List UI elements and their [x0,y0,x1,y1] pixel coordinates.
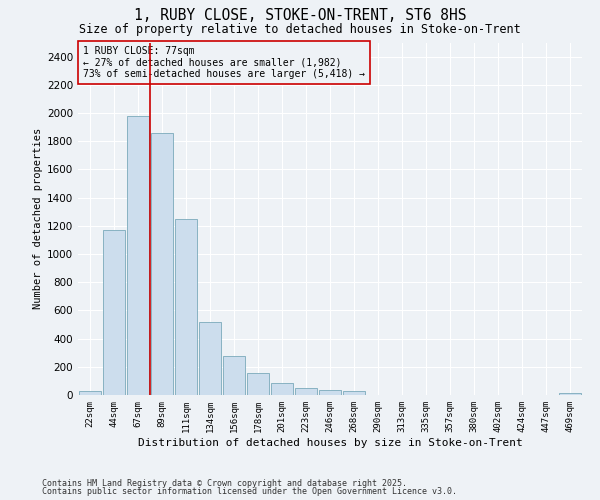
Y-axis label: Number of detached properties: Number of detached properties [33,128,43,310]
Bar [79,392,101,395]
Bar [223,356,245,395]
Bar [271,383,293,395]
Bar [151,134,173,395]
Text: Size of property relative to detached houses in Stoke-on-Trent: Size of property relative to detached ho… [79,22,521,36]
Text: Contains public sector information licensed under the Open Government Licence v3: Contains public sector information licen… [42,487,457,496]
Bar [343,391,365,395]
X-axis label: Distribution of detached houses by size in Stoke-on-Trent: Distribution of detached houses by size … [137,438,523,448]
Bar [559,393,581,395]
Text: 1, RUBY CLOSE, STOKE-ON-TRENT, ST6 8HS: 1, RUBY CLOSE, STOKE-ON-TRENT, ST6 8HS [134,8,466,22]
Bar [199,322,221,395]
Text: 1 RUBY CLOSE: 77sqm
← 27% of detached houses are smaller (1,982)
73% of semi-det: 1 RUBY CLOSE: 77sqm ← 27% of detached ho… [83,46,365,79]
Bar [247,373,269,395]
Bar [319,390,341,395]
Bar [127,116,149,395]
Bar [103,230,125,395]
Text: Contains HM Land Registry data © Crown copyright and database right 2025.: Contains HM Land Registry data © Crown c… [42,478,407,488]
Bar [175,220,197,395]
Bar [295,388,317,395]
